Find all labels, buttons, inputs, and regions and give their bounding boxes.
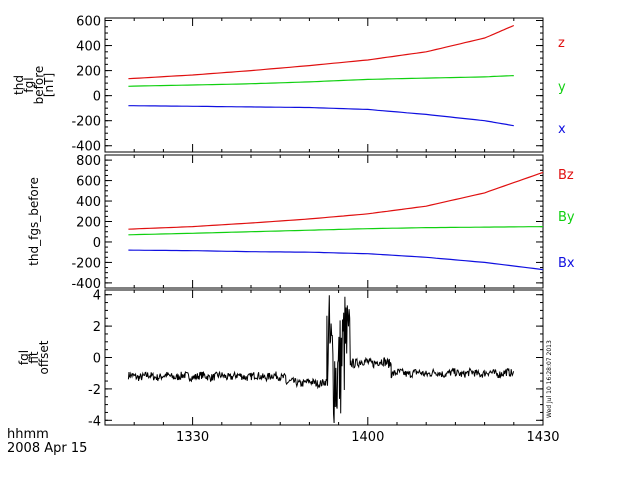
y-tick-label: 0 bbox=[93, 236, 101, 251]
y-tick-label: 2 bbox=[93, 320, 101, 335]
y-tick-label: -200 bbox=[71, 256, 101, 271]
panel-2: -400 -200 0 200 400 600 800 thd_fgs_before Bz By B… bbox=[27, 154, 575, 292]
x-axis: 1330 1400 1430 bbox=[176, 430, 559, 445]
panel-frame bbox=[104, 17, 544, 153]
x-axis-label: hhmm bbox=[7, 427, 49, 442]
y-axis-label: fgl bbox=[17, 350, 31, 365]
y-axis-label: fit bbox=[27, 351, 41, 364]
y-tick-label: 200 bbox=[76, 216, 101, 231]
y-tick-label: 600 bbox=[76, 175, 101, 190]
legend-bz: Bz bbox=[558, 168, 574, 183]
y-axis-label: fgl bbox=[22, 77, 36, 92]
series-line-z bbox=[128, 24, 515, 80]
offset-series-line bbox=[127, 295, 515, 424]
y-axis-label: offset bbox=[37, 340, 51, 374]
y-tick-label: -4 bbox=[88, 414, 101, 429]
series-line-bx bbox=[128, 249, 544, 271]
series-line-bz bbox=[128, 171, 544, 230]
y-tick-label: -400 bbox=[71, 140, 101, 155]
y-tick-label: 0 bbox=[93, 90, 101, 105]
series-line-by bbox=[128, 226, 544, 236]
y-tick-label: -2 bbox=[88, 383, 101, 398]
y-tick-label: 800 bbox=[76, 154, 101, 169]
y-tick-label: 4 bbox=[93, 289, 101, 304]
y-axis-label: before bbox=[32, 66, 46, 105]
timestamp-stamp: Wed Jul 10 16:28:07 2013 bbox=[546, 340, 553, 418]
y-tick-label: -400 bbox=[71, 277, 101, 292]
y-axis-label: thd_fgs_before bbox=[27, 177, 41, 266]
x-tick-label: 1400 bbox=[351, 430, 384, 445]
y-tick-label: 600 bbox=[76, 15, 101, 30]
y-tick-label: 400 bbox=[76, 40, 101, 55]
legend-bx: Bx bbox=[558, 256, 575, 271]
series-line-x bbox=[128, 105, 514, 127]
legend-y: y bbox=[558, 80, 566, 95]
y-tick-label: 400 bbox=[76, 195, 101, 210]
date-label: 2008 Apr 15 bbox=[7, 441, 87, 456]
panel-frame bbox=[104, 289, 544, 426]
legend-by: By bbox=[558, 210, 575, 225]
panel-frame bbox=[104, 154, 544, 289]
y-axis-label: thd bbox=[12, 75, 26, 95]
y-tick-label: 0 bbox=[93, 352, 101, 367]
y-axis-label: [nT] bbox=[42, 73, 56, 97]
y-tick-label: 200 bbox=[76, 65, 101, 80]
panels: -400-2000200400600thdfglbefore[nT]zyx-40… bbox=[12, 15, 575, 430]
legend-z: z bbox=[558, 36, 565, 51]
series-line-y bbox=[128, 75, 514, 87]
legend-x: x bbox=[558, 122, 566, 137]
x-tick-label: 1430 bbox=[526, 430, 559, 445]
y-tick-label: -200 bbox=[71, 115, 101, 130]
x-tick-label: 1330 bbox=[176, 430, 209, 445]
